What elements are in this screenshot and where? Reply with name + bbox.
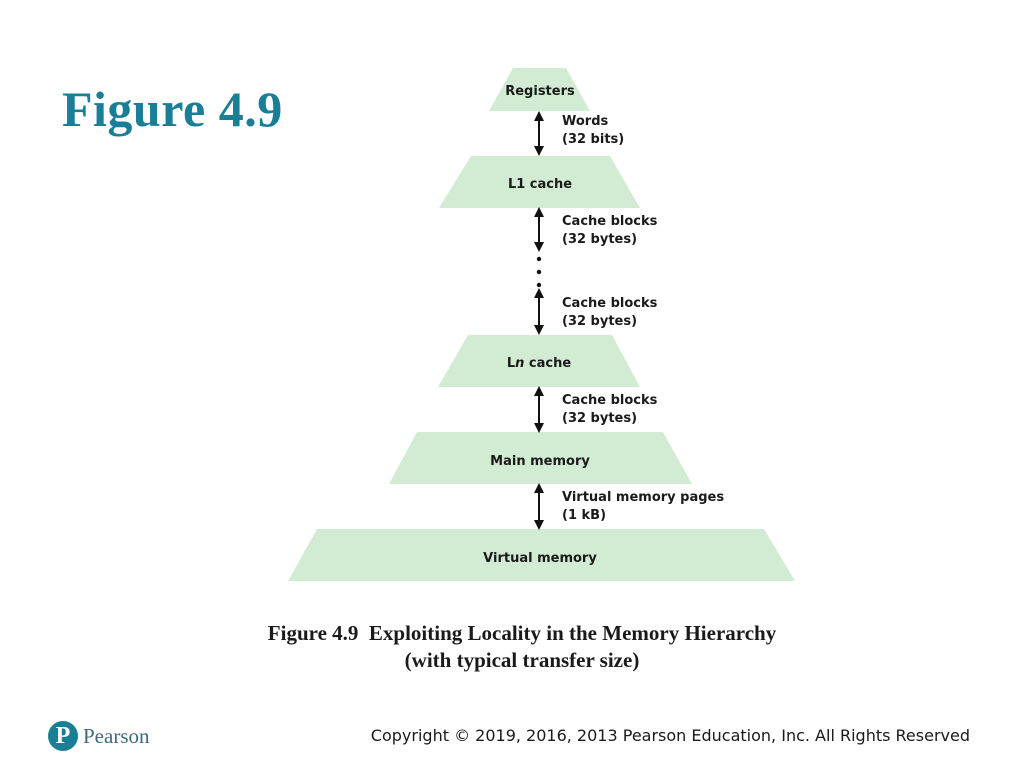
level-l1-cache-shape [439,156,640,208]
transfer-size-cache-blocks-1: (32 bytes) [562,232,637,247]
pearson-logo: P Pearson [48,719,150,753]
transfer-size-cache-blocks-2: (32 bytes) [562,314,637,329]
transfer-size-virtual-pages: (1 kB) [562,508,606,523]
level-ln-cache-label: Ln cache [507,356,572,371]
level-registers-shape [489,68,590,111]
slide-title: Figure 4.9 [62,81,283,137]
caption-line-1: Figure 4.9 Exploiting Locality in the Me… [267,621,777,645]
level-l1-cache-label: L1 cache [508,177,572,192]
transfer-label-cache-blocks-3: Cache blocks [562,393,658,408]
transfer-label-words: Words [562,114,609,129]
caption-line-2: (with typical transfer size) [404,648,640,672]
transfer-label-virtual-pages: Virtual memory pages [562,490,724,505]
level-registers-label: Registers [505,84,575,99]
ellipsis-dot [536,282,542,288]
pearson-logo-text: Pearson [83,723,150,748]
pearson-logo-icon: P [48,721,78,751]
transfer-label-cache-blocks-1: Cache blocks [562,214,658,229]
level-virtual-memory-shape [288,529,795,581]
figure-caption: Figure 4.9 Exploiting Locality in the Me… [0,620,1024,674]
ellipsis-dot [536,269,542,275]
copyright-notice: Copyright © 2019, 2016, 2013 Pearson Edu… [370,726,970,745]
level-main-memory-shape [389,432,692,484]
transfer-label-cache-blocks-2: Cache blocks [562,296,658,311]
level-main-memory-label: Main memory [490,454,590,469]
level-ln-cache-shape [438,335,640,387]
transfer-size-words: (32 bits) [562,132,624,147]
ellipsis-dot [536,256,542,262]
transfer-size-cache-blocks-3: (32 bytes) [562,411,637,426]
level-virtual-memory-label: Virtual memory [483,551,597,566]
